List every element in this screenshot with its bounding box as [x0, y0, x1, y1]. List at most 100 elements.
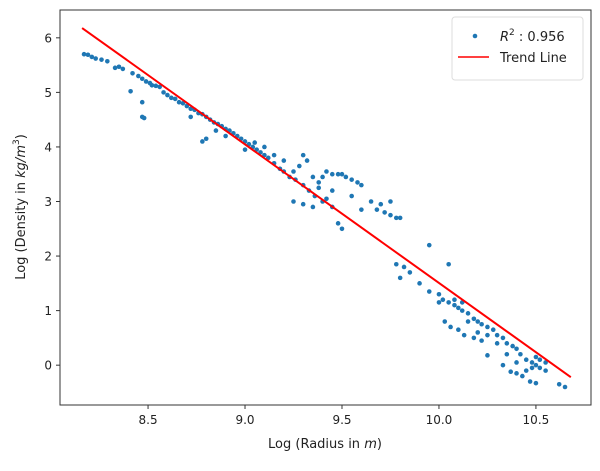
data-point: [452, 297, 457, 303]
x-tick-label: 9.0: [235, 413, 254, 427]
data-point: [200, 139, 205, 144]
data-point: [456, 327, 461, 333]
data-point: [459, 308, 465, 313]
data-point: [368, 199, 374, 204]
data-point: [329, 188, 335, 193]
data-point: [479, 321, 484, 327]
y-axis: 0 1 2 3 4 5 6: [44, 31, 60, 373]
x-tick-label: 9.5: [332, 413, 351, 427]
data-point: [529, 360, 535, 365]
legend-box: [451, 16, 584, 81]
data-point: [378, 201, 384, 207]
data-point: [523, 357, 529, 363]
x-axis-label: Log (Radius in m): [268, 437, 382, 452]
data-point: [475, 330, 481, 335]
data-point: [139, 99, 145, 105]
legend-trend-label: Trend Line: [499, 51, 567, 66]
data-point: [355, 180, 360, 185]
data-point: [176, 99, 182, 105]
data-point: [291, 199, 296, 204]
data-point: [465, 319, 471, 324]
data-point: [485, 324, 490, 330]
data-point: [99, 57, 104, 62]
data-point: [324, 196, 329, 202]
data-point: [388, 212, 393, 218]
data-point: [349, 177, 354, 182]
data-point: [310, 174, 316, 180]
data-point: [543, 368, 548, 373]
y-tick-label: 3: [44, 195, 52, 209]
x-tick-label: 8.5: [139, 413, 158, 427]
data-point: [161, 90, 166, 95]
data-point: [388, 199, 393, 204]
data-point: [523, 368, 529, 373]
data-point: [120, 66, 126, 72]
data-point: [446, 261, 451, 267]
data-point: [89, 54, 95, 60]
data-point: [562, 384, 568, 390]
data-point: [116, 64, 122, 70]
data-point: [169, 95, 174, 101]
data-point: [475, 319, 481, 324]
data-point: [382, 210, 387, 215]
y-tick-label: 2: [44, 250, 52, 264]
data-point: [471, 335, 477, 341]
data-point: [81, 51, 87, 57]
data-point: [485, 332, 490, 338]
data-point: [223, 133, 228, 139]
data-point: [329, 171, 335, 177]
data-point: [485, 353, 490, 358]
x-axis: 8.5 9.0 9.5 10.0 10.5: [139, 405, 549, 427]
trend-line: [81, 27, 572, 378]
data-point: [543, 360, 548, 365]
data-point: [141, 115, 147, 121]
data-point: [349, 193, 354, 199]
points-layer: [81, 51, 568, 390]
y-tick-label: 0: [44, 359, 52, 373]
data-point: [514, 371, 519, 376]
data-point: [520, 373, 525, 379]
data-point: [393, 261, 399, 267]
legend-r2-label: R2 : 0.956: [500, 28, 565, 45]
legend-point-marker: [472, 33, 478, 39]
data-point: [465, 311, 471, 316]
data-point: [339, 171, 345, 177]
data-point: [440, 297, 446, 303]
data-point: [436, 300, 442, 305]
data-point: [203, 136, 209, 142]
y-axis-label: Log (Density in kg/m3): [12, 134, 29, 280]
data-point: [537, 365, 543, 371]
data-point: [112, 65, 118, 71]
data-point: [105, 58, 110, 64]
data-point: [359, 207, 364, 212]
legend: R2 : 0.956 Trend Line: [451, 16, 584, 81]
data-point: [527, 379, 533, 384]
data-point: [359, 182, 364, 188]
data-point: [157, 84, 162, 90]
data-point: [514, 360, 519, 365]
data-point: [533, 362, 539, 368]
data-point: [479, 338, 484, 343]
data-point: [304, 158, 310, 163]
data-point: [297, 163, 302, 169]
data-point: [456, 305, 461, 311]
data-point: [93, 56, 98, 61]
data-point: [320, 174, 325, 180]
data-point: [291, 169, 296, 174]
data-point: [262, 144, 267, 150]
data-point: [128, 88, 133, 94]
data-point: [252, 140, 258, 145]
data-point: [143, 79, 149, 84]
y-tick-label: 4: [44, 140, 52, 154]
data-point: [417, 281, 422, 286]
data-point: [397, 275, 403, 281]
data-point: [500, 335, 506, 341]
data-point: [130, 70, 135, 76]
data-point: [537, 357, 543, 363]
data-point: [343, 174, 349, 180]
data-point: [529, 365, 535, 371]
data-point: [426, 289, 432, 294]
y-tick-label: 5: [44, 86, 52, 100]
data-point: [339, 226, 345, 232]
data-point: [533, 380, 539, 386]
